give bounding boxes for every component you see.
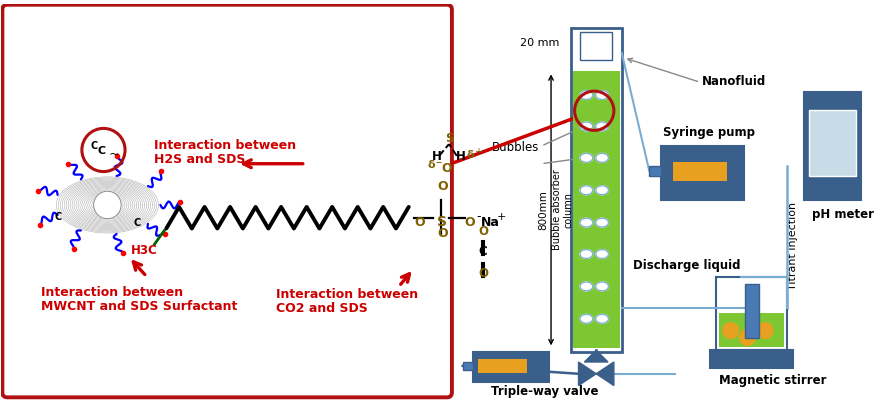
Bar [745, 284, 759, 339]
Text: δ: δ [467, 150, 474, 160]
Text: +: + [497, 212, 507, 222]
Text: pH meter: pH meter [812, 208, 874, 221]
Text: Discharge liquid: Discharge liquid [633, 259, 741, 272]
Text: MWCNT and SDS Surfactant: MWCNT and SDS Surfactant [41, 300, 237, 313]
Bar [804, 92, 861, 200]
Polygon shape [585, 350, 608, 362]
Text: O: O [441, 162, 452, 175]
Text: H: H [432, 150, 442, 163]
Ellipse shape [595, 249, 609, 258]
Text: Nanofluid: Nanofluid [703, 75, 766, 88]
Ellipse shape [580, 153, 593, 162]
Text: O: O [437, 227, 447, 240]
Bar [571, 28, 622, 352]
Text: H2S and SDS: H2S and SDS [153, 153, 245, 166]
Text: Interaction between: Interaction between [153, 139, 296, 152]
Text: O: O [415, 215, 425, 228]
Text: C: C [97, 146, 105, 156]
Text: 20 mm: 20 mm [519, 38, 559, 48]
Ellipse shape [595, 314, 609, 323]
Text: H: H [455, 150, 466, 163]
Bar [580, 32, 612, 60]
Bar [719, 313, 784, 347]
Polygon shape [596, 362, 614, 386]
Text: Na: Na [481, 215, 501, 228]
Text: C: C [90, 141, 97, 151]
Circle shape [740, 330, 755, 345]
Ellipse shape [595, 186, 609, 195]
Bar [716, 277, 787, 350]
Bar [710, 350, 792, 368]
Bar [462, 362, 472, 370]
Text: 800mm: 800mm [538, 190, 548, 230]
Ellipse shape [580, 91, 593, 100]
Text: CO2 and SDS: CO2 and SDS [276, 302, 368, 315]
Bar [572, 30, 619, 71]
Ellipse shape [595, 91, 609, 100]
Ellipse shape [580, 314, 593, 323]
Text: C: C [133, 217, 141, 228]
Ellipse shape [595, 282, 609, 291]
Circle shape [723, 323, 739, 339]
Bar [661, 146, 744, 200]
Text: Titrant injection: Titrant injection [788, 202, 797, 290]
Text: C: C [478, 245, 487, 258]
Text: Bubbles: Bubbles [492, 141, 540, 154]
Text: O: O [437, 180, 447, 193]
Ellipse shape [580, 249, 593, 258]
Text: Interaction between: Interaction between [276, 288, 418, 301]
Circle shape [758, 323, 773, 339]
Text: O: O [464, 215, 475, 228]
Text: S: S [437, 215, 447, 228]
Ellipse shape [595, 122, 609, 131]
Bar [672, 162, 727, 181]
Polygon shape [579, 362, 596, 386]
Text: ~: ~ [109, 147, 120, 160]
Bar [649, 166, 661, 175]
Text: Bubble absorber
column: Bubble absorber column [552, 169, 573, 250]
Text: Interaction between: Interaction between [41, 286, 183, 299]
Text: C: C [55, 212, 62, 222]
Ellipse shape [595, 153, 609, 162]
Text: δ: δ [427, 160, 435, 170]
Bar [572, 71, 619, 348]
Text: Magnetic stirrer: Magnetic stirrer [719, 373, 827, 387]
Text: O: O [478, 266, 488, 279]
Text: H3C: H3C [131, 244, 158, 257]
Text: +: + [475, 147, 483, 157]
Text: S: S [445, 132, 454, 145]
Bar [478, 359, 527, 373]
Bar [472, 352, 549, 382]
Text: Syringe pump: Syringe pump [663, 126, 755, 139]
Text: –: – [435, 156, 441, 169]
Ellipse shape [580, 282, 593, 291]
Text: Triple-way valve: Triple-way valve [492, 386, 599, 399]
Text: O: O [478, 225, 488, 239]
Circle shape [94, 191, 121, 219]
Ellipse shape [580, 218, 593, 227]
Text: -: - [477, 210, 481, 223]
Ellipse shape [580, 186, 593, 195]
Ellipse shape [580, 122, 593, 131]
Bar [809, 110, 856, 177]
FancyBboxPatch shape [3, 5, 452, 397]
Ellipse shape [595, 218, 609, 227]
